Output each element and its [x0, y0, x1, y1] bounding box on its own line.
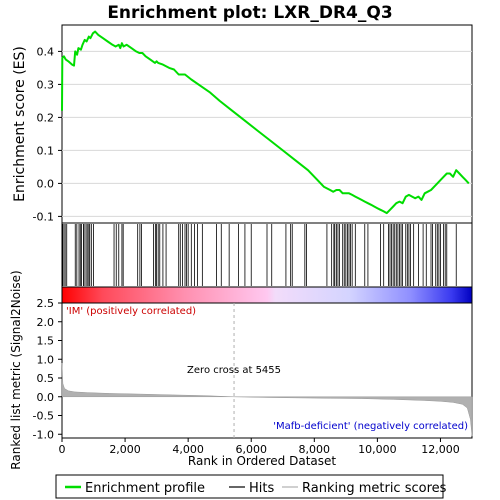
legend-frame [55, 474, 444, 499]
ranked-metric-y-tick-label: 2.0 [37, 316, 55, 329]
enrichment-y-tick-label: 0.3 [37, 78, 55, 91]
ranked-metric-y-tick-label: 1.0 [37, 353, 55, 366]
enrichment-panel-frame [61, 24, 473, 224]
ranked-metric-y-axis-label: Ranked list metric (Signal2Noise) [9, 270, 23, 469]
x-tick-label: 8,000 [299, 443, 331, 456]
x-tick-label: 6,000 [235, 443, 267, 456]
ranked-metric-y-tick-label: 0.5 [37, 372, 55, 385]
hit-markers [62, 224, 457, 286]
x-tick-label: 2,000 [109, 443, 141, 456]
ranking-metric-series [61, 362, 473, 437]
enrichment-y-tick-label: -0.1 [33, 210, 54, 223]
enrichment-y-axis: -0.1 0.0 0.1 0.2 0.3 0.4 [33, 45, 62, 223]
legend: Enrichment profile Hits Ranking metric s… [55, 474, 447, 499]
ranked-metric-y-tick-label: 2.5 [37, 297, 55, 310]
positive-correlation-label: 'IM' (positively correlated) [66, 306, 196, 317]
x-axis: 0 2,000 4,000 6,000 8,000 10,000 12,000 [59, 438, 460, 456]
ranked-metric-y-axis: -1.0 -0.5 0.0 0.5 1.0 1.5 2.0 2.5 [33, 297, 62, 441]
enrichment-y-tick-label: 0.0 [37, 177, 55, 190]
enrichment-y-tick-label: 0.2 [37, 111, 55, 124]
enrichment-y-tick-label: 0.1 [37, 144, 55, 157]
ranked-metric-y-tick-label: -0.5 [33, 410, 54, 423]
zero-cross-label: Zero cross at 5455 [187, 365, 281, 376]
ranked-list-color-bar [61, 286, 473, 304]
ranked-metric-y-tick-label: -1.0 [33, 428, 54, 441]
negative-correlation-label: 'Mafb-deficient' (negatively correlated) [273, 421, 468, 432]
x-tick-label: 12,000 [421, 443, 460, 456]
ranked-metric-panel-frame [61, 302, 473, 439]
enrichment-profile-line [61, 30, 470, 215]
x-tick-label: 10,000 [358, 443, 397, 456]
ranked-metric-y-tick-label: 1.5 [37, 335, 55, 348]
enrichment-gridlines [62, 50, 472, 217]
enrichment-y-axis-label: Enrichment score (ES) [12, 46, 28, 202]
ranking-metric-area [61, 362, 473, 437]
enrichment-profile-series [61, 30, 470, 215]
x-axis-label: Rank in Ordered Dataset [188, 454, 336, 468]
legend-label-ranking-metric: Ranking metric scores [302, 481, 447, 496]
x-tick-label: 0 [59, 443, 66, 456]
enrichment-y-tick-label: 0.4 [37, 45, 55, 58]
legend-label-hits: Hits [249, 481, 274, 496]
chart-title: Enrichment plot: LXR_DR4_Q3 [107, 3, 392, 23]
ranked-metric-y-tick-label: 0.0 [37, 391, 55, 404]
legend-label-enrichment-profile: Enrichment profile [85, 481, 205, 496]
x-tick-label: 4,000 [172, 443, 204, 456]
